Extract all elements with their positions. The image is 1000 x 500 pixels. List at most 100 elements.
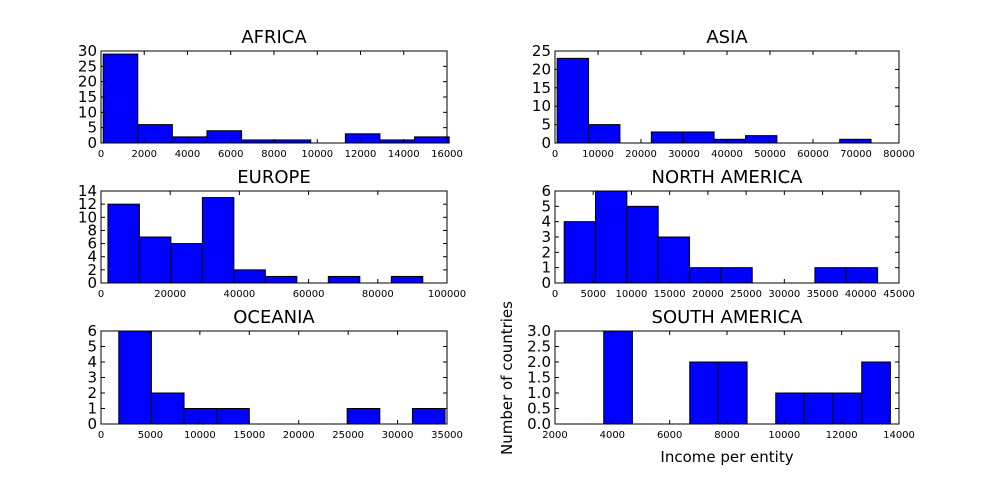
europe-ytick-label: 0 [87, 274, 97, 292]
oceania-xtick-label: 30000 [382, 430, 414, 441]
africa-bar [171, 136, 208, 144]
asia-xtick-label: 0 [552, 149, 558, 160]
europe-bar [233, 269, 266, 284]
asia-bar [682, 131, 715, 144]
africa-xtick-label: 0 [98, 149, 104, 160]
asia-bar [588, 124, 621, 144]
north-america-ytick-label: 5 [541, 197, 551, 215]
asia-xtick-label: 60000 [797, 149, 829, 160]
south-america-ytick-label: 2.5 [527, 338, 551, 356]
north-america-bar [657, 236, 691, 284]
africa-ytick-label: 20 [78, 73, 97, 91]
asia-xtick-label: 40000 [711, 149, 743, 160]
south-america-xtick-label: 2000 [542, 430, 567, 441]
south-america-ytick-label: 1.5 [527, 369, 551, 387]
europe-xtick-label: 40000 [223, 289, 255, 300]
south-america-bar [603, 330, 633, 425]
asia-ytick-label: 0 [541, 134, 551, 152]
africa-ytick-label: 15 [78, 88, 97, 106]
africa-xtick-label: 12000 [345, 149, 377, 160]
oceania-xtick-label: 5000 [138, 430, 163, 441]
africa-title: AFRICA [241, 27, 307, 48]
oceania-bar [346, 408, 381, 425]
europe-bar [170, 243, 203, 284]
asia-ytick-label: 25 [532, 42, 551, 60]
north-america-ytick-label: 2 [541, 243, 551, 261]
europe-ytick-label: 4 [87, 248, 97, 266]
oceania-ytick-label: 1 [87, 400, 97, 418]
oceania-ytick-label: 5 [87, 338, 97, 356]
oceania-xtick-label: 20000 [283, 430, 315, 441]
oceania-xtick-label: 35000 [431, 430, 463, 441]
africa-xtick-label: 14000 [388, 149, 420, 160]
oceania-xtick-label: 10000 [184, 430, 216, 441]
africa-ytick-label: 5 [87, 119, 97, 137]
south-america-xtick-label: 4000 [600, 430, 625, 441]
north-america-bar [595, 190, 628, 284]
south-america-xtick-label: 8000 [714, 430, 739, 441]
south-america-ytick-label: 0.0 [527, 415, 551, 433]
europe-xtick-label: 100000 [428, 289, 466, 300]
europe-bar [107, 203, 140, 284]
south-america-ytick-label: 3.0 [527, 322, 551, 340]
north-america-ytick-label: 3 [541, 228, 551, 246]
oceania-xtick-label: 25000 [332, 430, 364, 441]
europe-ytick-label: 14 [78, 182, 97, 200]
north-america-ytick-label: 6 [541, 182, 551, 200]
north-america-bar [563, 221, 597, 284]
asia-xtick-label: 80000 [883, 149, 915, 160]
north-america-ytick-label: 1 [541, 259, 551, 277]
asia-bar [744, 135, 778, 144]
oceania-ytick-label: 3 [87, 369, 97, 387]
south-america-xtick-label: 6000 [657, 430, 682, 441]
north-america-bar [626, 205, 659, 284]
oceania-xtick-label: 0 [98, 430, 104, 441]
south-america-bar [803, 392, 834, 425]
oceania-ytick-label: 0 [87, 415, 97, 433]
south-america-bar [832, 392, 863, 425]
asia-ytick-label: 20 [532, 60, 551, 78]
asia-ytick-label: 5 [541, 116, 551, 134]
north-america-xtick-label: 10000 [616, 289, 648, 300]
europe-xtick-label: 20000 [154, 289, 186, 300]
europe-bar [390, 275, 424, 284]
europe-ytick-label: 12 [78, 195, 97, 213]
africa-bar [344, 133, 381, 144]
oceania-ytick-label: 4 [87, 353, 97, 371]
africa-bar [414, 136, 450, 144]
africa-ytick-label: 10 [78, 103, 97, 121]
south-america-bar [717, 361, 748, 425]
south-america-bar [861, 361, 891, 425]
north-america-ytick-label: 0 [541, 274, 551, 292]
asia-xtick-label: 10000 [582, 149, 614, 160]
africa-xtick-label: 8000 [261, 149, 286, 160]
north-america-xtick-label: 0 [552, 289, 558, 300]
oceania-bar [150, 392, 185, 425]
x-axis-label: Income per entity [660, 448, 793, 466]
south-america-title: SOUTH AMERICA [652, 307, 804, 328]
oceania-title: OCEANIA [233, 307, 315, 328]
europe-ytick-label: 10 [78, 208, 97, 226]
africa-ytick-label: 0 [87, 134, 97, 152]
asia-xtick-label: 20000 [625, 149, 657, 160]
south-america-ytick-label: 2.0 [527, 353, 551, 371]
asia-bar [650, 131, 684, 144]
asia-bar [839, 138, 872, 144]
africa-xtick-label: 4000 [175, 149, 200, 160]
south-america-ytick-label: 1.0 [527, 384, 551, 402]
europe-bar [138, 236, 172, 284]
europe-xtick-label: 0 [98, 289, 104, 300]
north-america-title: NORTH AMERICA [652, 167, 804, 188]
asia-bar [713, 138, 746, 144]
south-america-bar [775, 392, 805, 425]
oceania-bar [411, 408, 446, 425]
north-america-xtick-label: 20000 [692, 289, 724, 300]
south-america-ytick-label: 0.5 [527, 400, 551, 418]
y-axis-label: Number of countries [498, 301, 516, 455]
europe-axes-frame [100, 190, 448, 284]
north-america-xtick-label: 15000 [654, 289, 686, 300]
africa-xtick-label: 2000 [132, 149, 157, 160]
